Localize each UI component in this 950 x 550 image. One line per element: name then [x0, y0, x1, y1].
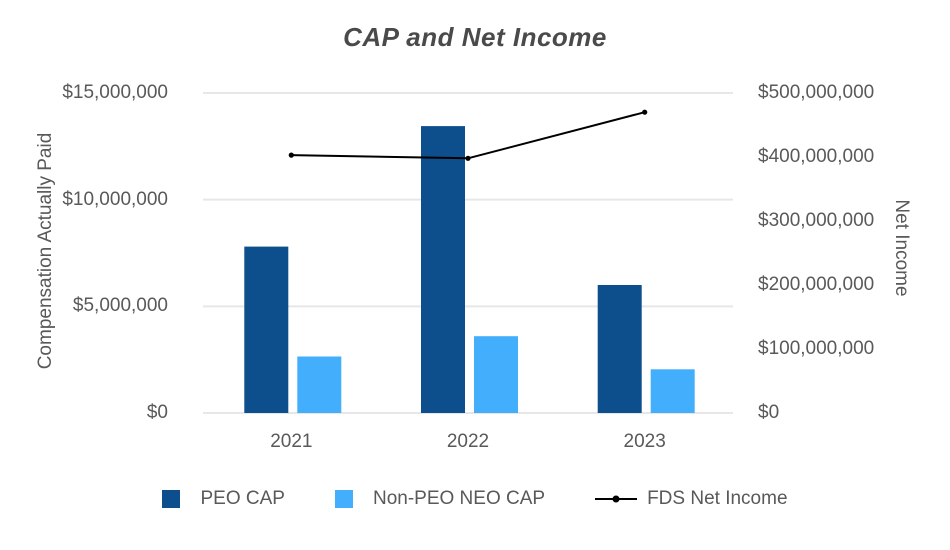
chart-title: CAP and Net Income	[343, 22, 607, 52]
fds-net-income-point-2023	[642, 109, 648, 115]
x-axis-label-2021: 2021	[270, 431, 313, 452]
legend-item-non-peo-neo-cap: Non-PEO NEO CAP	[334, 488, 546, 510]
bar-non-peo-neo-cap-2021	[297, 356, 342, 413]
right-axis-tick: $300,000,000	[758, 210, 875, 231]
fds-net-income-line	[291, 111, 645, 160]
legend-swatch-peo-cap	[162, 490, 181, 508]
chart-legend: PEO CAP Non-PEO NEO CAP FDS Net Income	[0, 488, 950, 510]
right-axis-tick: $200,000,000	[758, 274, 875, 295]
legend-line-marker-fds-net-income	[595, 498, 638, 500]
legend-swatch-non-peo-neo-cap	[334, 490, 353, 508]
left-axis-tick: $5,000,000	[72, 295, 168, 317]
bar-peo-cap-2023	[597, 285, 642, 413]
left-axis-tick: $15,000,000	[62, 82, 168, 103]
legend-item-peo-cap: PEO CAP	[162, 488, 285, 510]
legend-label-non-peo-neo-cap: Non-PEO NEO CAP	[372, 488, 546, 509]
legend-item-fds-net-income: FDS Net Income	[595, 488, 788, 510]
right-axis-tick: $500,000,000	[758, 82, 875, 103]
left-axis-tick: $10,000,000	[62, 188, 168, 210]
right-axis-tick: $0	[758, 402, 780, 423]
x-axis-label-2022: 2022	[446, 431, 490, 452]
fds-net-income-point-2022	[465, 155, 471, 161]
x-axis-label-2023: 2023	[623, 431, 666, 452]
legend-label-fds-net-income: FDS Net Income	[647, 488, 788, 509]
right-axis-tick: $400,000,000	[758, 146, 875, 167]
bar-peo-cap-2022	[421, 126, 465, 413]
right-axis-tick: $100,000,000	[758, 338, 875, 359]
fds-net-income-point-2021	[288, 152, 294, 158]
bar-non-peo-neo-cap-2022	[474, 336, 518, 413]
left-axis-tick: $0	[146, 402, 168, 423]
bar-peo-cap-2021	[244, 246, 289, 413]
bar-non-peo-neo-cap-2023	[650, 369, 695, 413]
legend-label-peo-cap: PEO CAP	[200, 488, 285, 509]
